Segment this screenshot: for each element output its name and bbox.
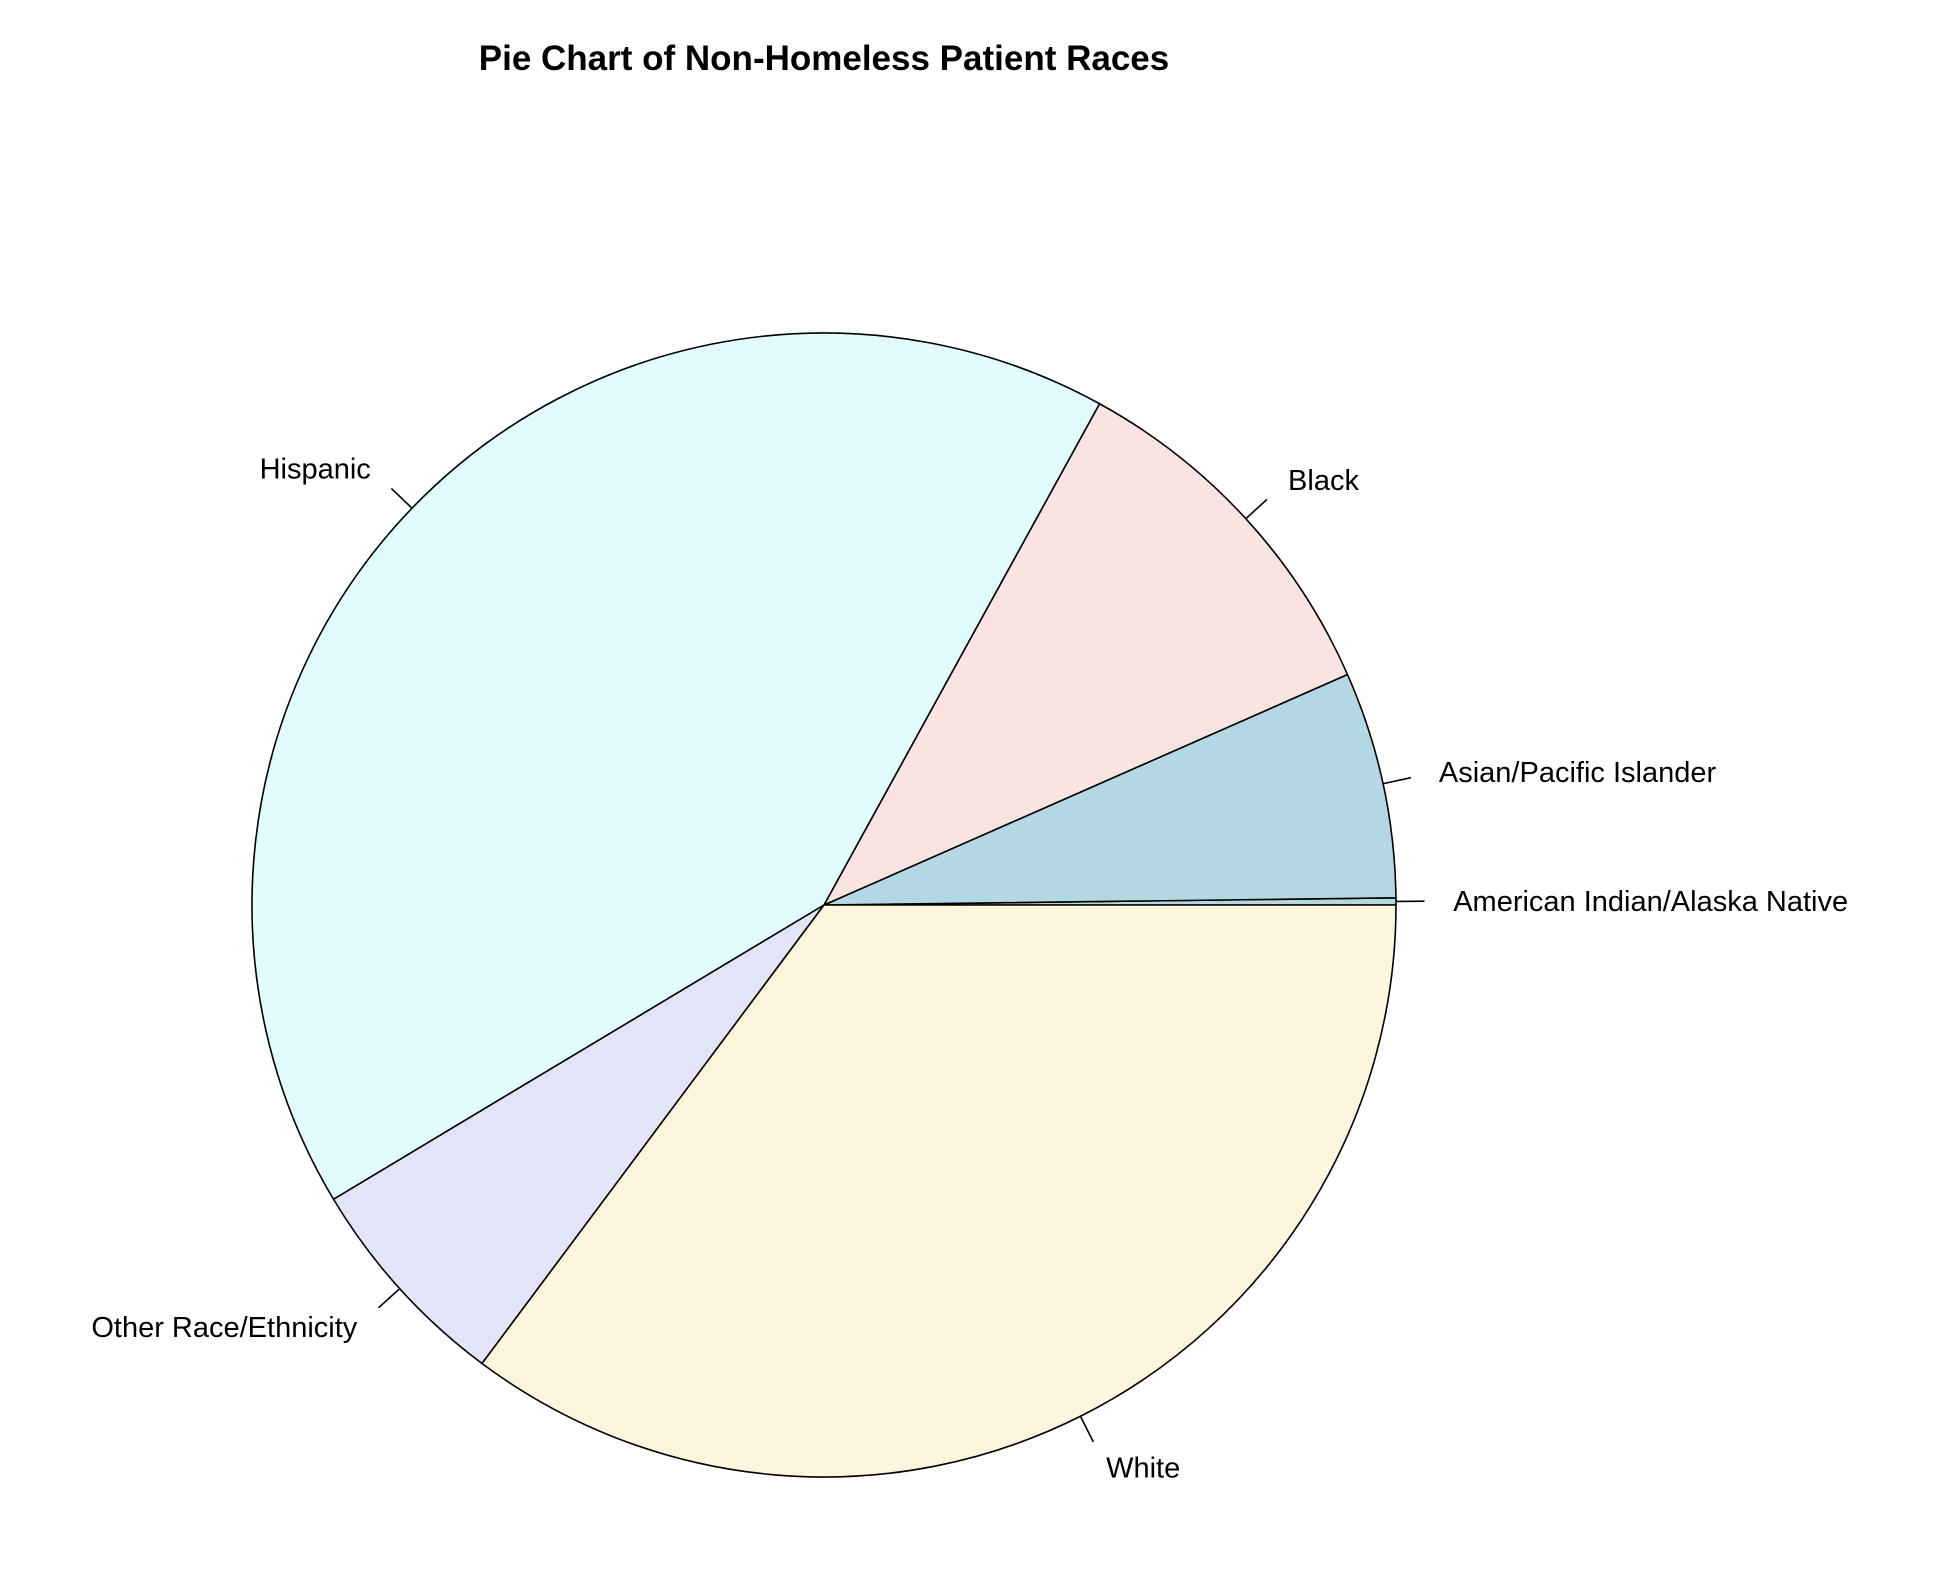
slice-label-hispanic: Hispanic [260, 454, 371, 486]
slice-labels-layer: American Indian/Alaska Native Asian/Pacif… [91, 454, 1848, 1485]
label-tick-white [1079, 1415, 1095, 1443]
pie-slice-black [823, 402, 1349, 906]
label-tick-asian-pacific-islander [1382, 776, 1412, 785]
label-ticks-layer [377, 487, 1425, 1443]
slice-label-black: Black [1288, 465, 1359, 497]
slice-label-american-indian-alaska-native: American Indian/Alaska Native [1453, 886, 1848, 918]
slices-layer [251, 332, 1397, 1478]
label-tick-other-race-ethnicity [377, 1288, 401, 1309]
pie-slice-asian-pacific-islander [823, 673, 1397, 906]
label-tick-black [1245, 498, 1268, 520]
slice-label-other-race-ethnicity: Other Race/Ethnicity [91, 1312, 357, 1344]
chart-title: Pie Chart of Non-Homeless Patient Races [479, 39, 1169, 78]
pie-slice-hispanic [251, 332, 1101, 1201]
slice-label-asian-pacific-islander: Asian/Pacific Islander [1439, 757, 1717, 789]
slice-label-white: White [1106, 1453, 1180, 1485]
label-tick-hispanic [390, 487, 413, 509]
